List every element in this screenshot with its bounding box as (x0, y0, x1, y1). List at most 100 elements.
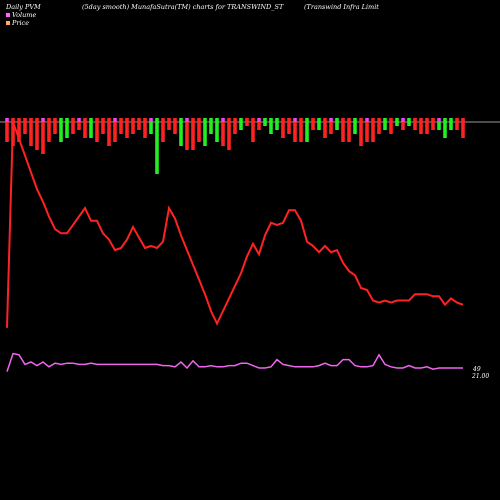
pvm-bar-cap (293, 118, 297, 122)
pvm-bar (395, 122, 399, 126)
pvm-bar (341, 122, 345, 142)
legend-volume-swatch (6, 13, 10, 17)
pvm-bar-cap (5, 118, 9, 122)
pvm-bar (407, 122, 411, 126)
price-axis-labels: 49 21.00 (471, 366, 489, 380)
pvm-bar (359, 122, 363, 146)
pvm-bar-cap (209, 118, 213, 122)
pvm-bar (137, 122, 141, 130)
pvm-bar-cap (305, 118, 309, 122)
volume-series-line (6, 352, 463, 372)
pvm-bar-cap (137, 118, 141, 122)
chart-header-right: (Transwind Infra Limit (304, 3, 379, 11)
legend-price-label: Price (12, 19, 30, 27)
legend-price: Price (6, 19, 29, 27)
pvm-bar (347, 122, 351, 142)
pvm-bars (5, 118, 465, 174)
pvm-bar (377, 122, 381, 134)
pvm-bar (257, 122, 261, 130)
pvm-bar-cap (155, 118, 159, 122)
pvm-bar (383, 122, 387, 130)
pvm-bar-cap (263, 118, 267, 122)
pvm-bar-cap (233, 118, 237, 122)
pvm-bar (65, 122, 69, 138)
legend-volume: Volume (6, 11, 36, 19)
pvm-bar-cap (347, 118, 351, 122)
pvm-bar (263, 122, 267, 126)
pvm-bar-cap (395, 118, 399, 122)
pvm-bar (29, 122, 33, 146)
chart-header-middle: (5day smooth) MunafaSutra(TM) charts for… (82, 3, 284, 11)
pvm-bar-cap (65, 118, 69, 122)
pvm-bar-cap (341, 118, 345, 122)
pvm-bar-cap (221, 118, 225, 122)
pvm-bar-cap (359, 118, 363, 122)
pvm-bar (89, 122, 93, 138)
pvm-bar-cap (77, 118, 81, 122)
pvm-bar (419, 122, 423, 134)
pvm-bar-cap (257, 118, 261, 122)
pvm-bar-cap (389, 118, 393, 122)
pvm-bar-cap (131, 118, 135, 122)
pvm-bar (197, 122, 201, 142)
pvm-bar (287, 122, 291, 134)
pvm-bar (53, 122, 57, 134)
pvm-bar (119, 122, 123, 134)
pvm-bar-cap (107, 118, 111, 122)
pvm-bar (203, 122, 207, 146)
pvm-bar (455, 122, 459, 130)
pvm-bar-cap (185, 118, 189, 122)
pvm-bar (131, 122, 135, 134)
pvm-bar (275, 122, 279, 130)
pvm-bar (23, 122, 27, 134)
pvm-bar (323, 122, 327, 138)
pvm-bar (251, 122, 255, 142)
pvm-bar (209, 122, 213, 134)
pvm-bar (335, 122, 339, 130)
pvm-bar (101, 122, 105, 134)
pvm-bar (179, 122, 183, 146)
pvm-bar (389, 122, 393, 134)
pvm-bar-cap (413, 118, 417, 122)
pvm-bar (107, 122, 111, 146)
pvm-bar (449, 122, 453, 130)
pvm-bar (83, 122, 87, 138)
pvm-bar (317, 122, 321, 130)
pvm-bar-cap (275, 118, 279, 122)
pvm-bar (443, 122, 447, 138)
pvm-bar (431, 122, 435, 130)
pvm-bar-cap (113, 118, 117, 122)
pvm-bar-cap (407, 118, 411, 122)
pvm-bar-cap (11, 118, 15, 122)
pvm-bar-cap (41, 118, 45, 122)
price-axis-label-top: 49 (472, 366, 481, 373)
pvm-bar-cap (383, 118, 387, 122)
pvm-bar-cap (365, 118, 369, 122)
pvm-bar (401, 122, 405, 130)
pvm-bar (59, 122, 63, 142)
pvm-bar-cap (311, 118, 315, 122)
pvm-bar-cap (437, 118, 441, 122)
pvm-bar-cap (269, 118, 273, 122)
pvm-bar (77, 122, 81, 130)
pvm-bar (71, 122, 75, 134)
pvm-bar (41, 122, 45, 154)
pvm-bar (461, 122, 465, 138)
pvm-bar (149, 122, 153, 134)
pvm-bar-cap (335, 118, 339, 122)
pvm-bar (35, 122, 39, 150)
pvm-bar (125, 122, 129, 138)
pvm-bar-cap (173, 118, 177, 122)
pvm-bar-cap (83, 118, 87, 122)
pvm-bar-cap (455, 118, 459, 122)
pvm-bar-cap (119, 118, 123, 122)
pvm-bar (227, 122, 231, 150)
pvm-bar-cap (35, 118, 39, 122)
pvm-bar-cap (53, 118, 57, 122)
pvm-bar-cap (287, 118, 291, 122)
pvm-bar-cap (227, 118, 231, 122)
pvm-bar-cap (95, 118, 99, 122)
chart-header-left: Daily PVM (6, 3, 41, 11)
pvm-bar (281, 122, 285, 138)
